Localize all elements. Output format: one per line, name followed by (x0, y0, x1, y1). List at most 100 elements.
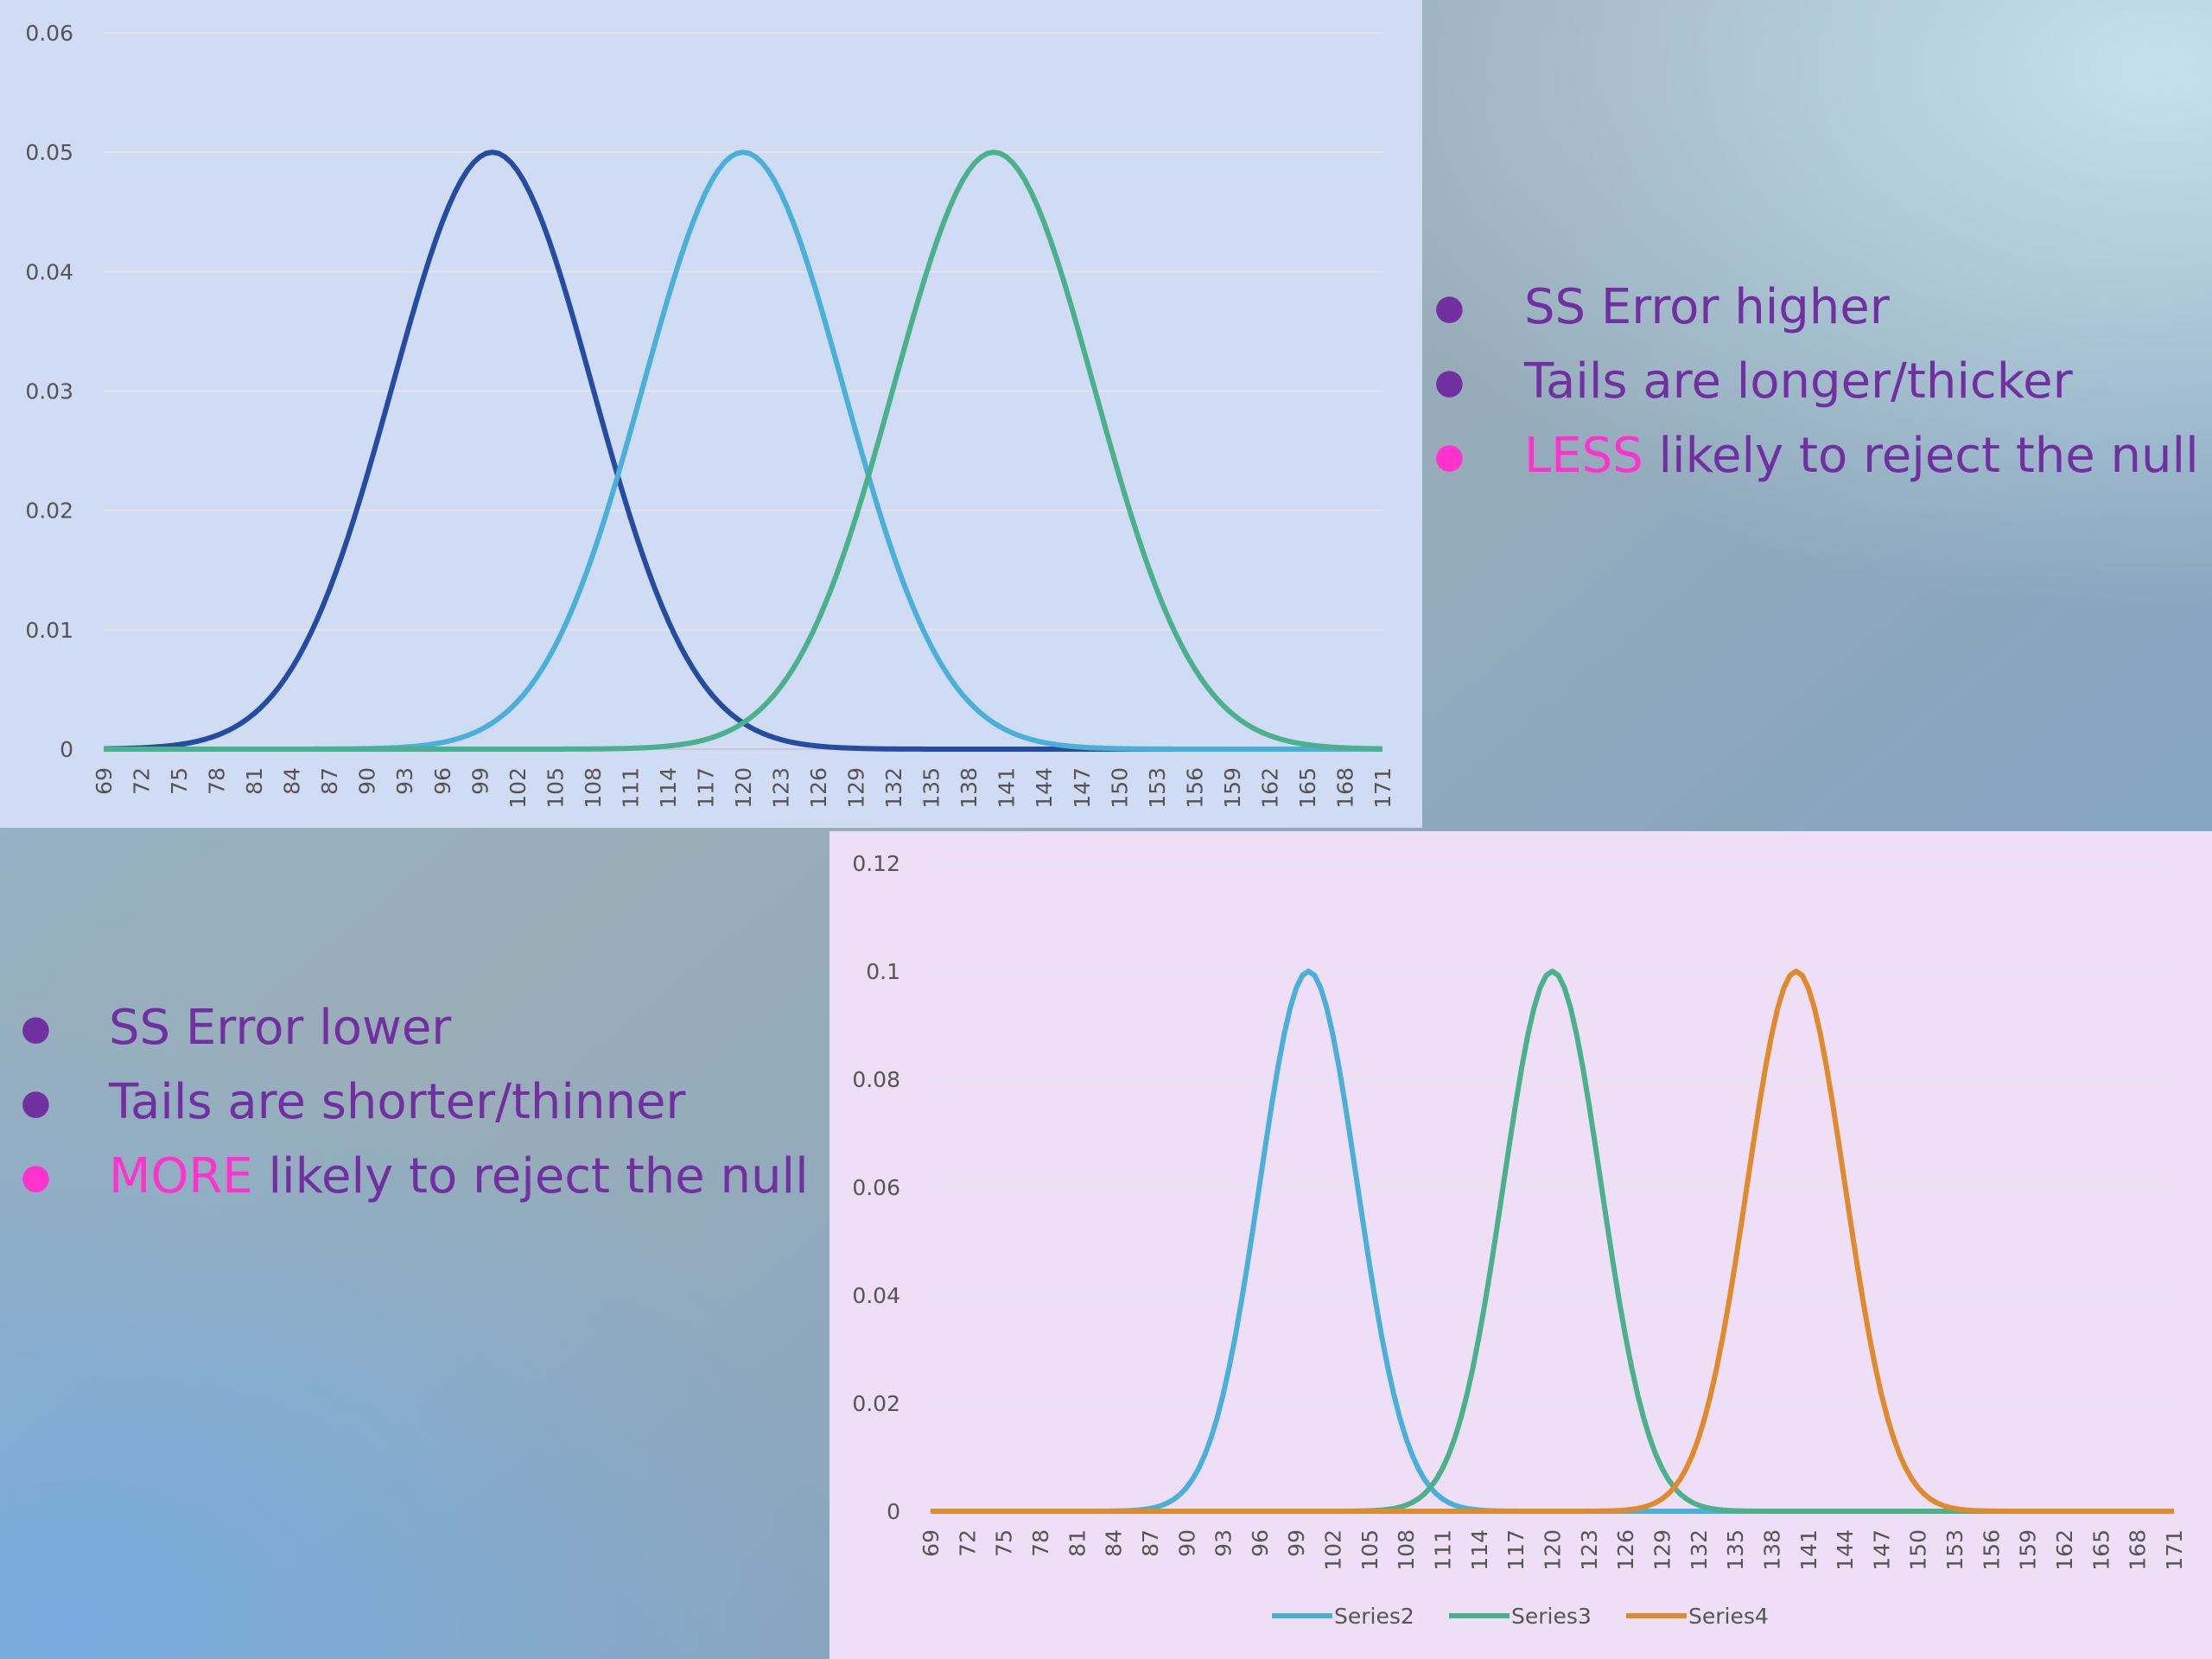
y-tick-label: 0.08 (852, 1067, 900, 1092)
x-tick-label: 150 (1107, 767, 1132, 809)
x-tick-label: 99 (1284, 1529, 1309, 1557)
x-tick-label: 93 (1211, 1529, 1236, 1557)
x-tick-label: 147 (1070, 767, 1095, 809)
y-tick-label: 0.03 (25, 379, 73, 404)
x-tick-label: 156 (1979, 1529, 2004, 1571)
bullet-dot: ● (21, 1083, 51, 1122)
y-tick-label: 0.05 (25, 140, 73, 165)
x-tick-label: 138 (1759, 1529, 1784, 1571)
x-tick-label: 75 (992, 1529, 1017, 1557)
x-tick-label: 162 (1257, 767, 1282, 809)
y-tick-label: 0 (60, 737, 73, 762)
y-tick-label: 0.02 (852, 1391, 900, 1416)
y-tick-label: 0.06 (852, 1175, 900, 1200)
x-tick-label: 138 (957, 767, 982, 809)
x-tick-label: 132 (881, 767, 906, 809)
x-tick-label: 126 (806, 767, 831, 809)
x-tick-label: 159 (1220, 767, 1245, 809)
x-tick-label: 111 (1431, 1529, 1456, 1571)
x-tick-label: 102 (1321, 1529, 1346, 1571)
x-tick-label: 129 (1649, 1529, 1675, 1571)
chart-top: 0 0.01 0.02 0.03 0.04 0.05 0.06 69 72 75 78 81 84 87 9… (25, 21, 1395, 809)
x-tick-label: 168 (2126, 1529, 2151, 1571)
series-line (931, 969, 2174, 1514)
bullet-text: likely to reject the null (252, 1148, 809, 1205)
x-tick-label: 78 (1028, 1529, 1053, 1557)
x-tick-label: 114 (656, 767, 681, 809)
x-tick-label: 105 (543, 767, 568, 809)
x-tick-label: 90 (355, 767, 380, 795)
bullet-dot: ● (21, 1157, 51, 1197)
x-tick-label: 96 (1248, 1529, 1273, 1557)
x-tick-label: 120 (731, 767, 756, 809)
x-tick-label: 144 (1032, 767, 1057, 809)
y-tick-label: 0.04 (25, 259, 73, 284)
x-tick-label: 81 (242, 767, 267, 795)
legend-label: Series2 (1334, 1604, 1414, 1629)
x-tick-label: 69 (92, 767, 117, 795)
x-tick-label: 114 (1467, 1529, 1492, 1571)
x-tick-label: 165 (1295, 767, 1320, 809)
x-tick-label: 141 (1796, 1529, 1821, 1571)
chart-top-panel: 0 0.01 0.02 0.03 0.04 0.05 0.06 69 72 75 78 81 84 87 9… (0, 0, 1422, 828)
x-tick-label: 72 (955, 1529, 980, 1557)
x-tick-label: 171 (1370, 767, 1395, 809)
x-tick-label: 78 (205, 767, 230, 795)
x-tick-label: 171 (2162, 1529, 2187, 1571)
bullet-text: SS Error higher (1524, 279, 1890, 335)
x-tick-label: 132 (1687, 1529, 1712, 1571)
series-line (931, 969, 2174, 1514)
x-tick-label: 87 (317, 767, 342, 795)
x-tick-label: 156 (1182, 767, 1207, 809)
bullet-highlight: LESS (1524, 428, 1643, 484)
x-tick-label: 102 (505, 767, 531, 809)
x-tick-label: 165 (2088, 1529, 2113, 1571)
bullet-dot: ● (21, 1008, 51, 1048)
x-tick-label: 129 (844, 767, 869, 809)
x-tick-label: 105 (1357, 1529, 1382, 1571)
x-tick-label: 135 (1723, 1529, 1748, 1571)
x-tick-label: 111 (618, 767, 643, 809)
bullet-highlight: MORE (109, 1148, 253, 1205)
series-line (931, 969, 2174, 1514)
x-tick-label: 108 (1394, 1529, 1419, 1571)
x-tick-label: 75 (167, 767, 192, 795)
x-tick-label: 99 (467, 767, 493, 795)
x-tick-label: 150 (1906, 1529, 1931, 1571)
x-tick-label: 96 (430, 767, 455, 795)
x-tick-label: 81 (1065, 1529, 1090, 1557)
x-tick-label: 69 (918, 1529, 944, 1557)
x-tick-label: 135 (919, 767, 944, 809)
x-tick-label: 144 (1833, 1529, 1858, 1571)
y-tick-label: 0 (887, 1499, 900, 1524)
y-tick-label: 0.12 (852, 851, 900, 876)
x-tick-label: 162 (2052, 1529, 2077, 1571)
x-tick-label: 123 (1577, 1529, 1602, 1571)
bullet-text: SS Error lower (109, 1000, 452, 1056)
bullet-text: likely to reject the null (1643, 428, 2199, 484)
x-tick-label: 72 (130, 767, 155, 795)
x-tick-label: 117 (1503, 1529, 1529, 1571)
y-tick-label: 0.01 (25, 618, 73, 643)
x-tick-label: 84 (1102, 1529, 1127, 1557)
x-tick-label: 126 (1613, 1529, 1638, 1571)
y-tick-label: 0.04 (852, 1283, 900, 1308)
bullet-text: Tails are shorter/thinner (109, 1074, 686, 1130)
series-line (104, 149, 1383, 752)
legend-label: Series4 (1688, 1604, 1769, 1629)
x-tick-label: 108 (581, 767, 606, 809)
x-tick-label: 147 (1869, 1529, 1894, 1571)
x-tick-label: 93 (392, 767, 417, 795)
x-tick-label: 117 (693, 767, 718, 809)
y-tick-label: 0.06 (25, 21, 73, 46)
chart-bottom-panel: 0 0.02 0.04 0.06 0.08 0.1 0.12 69 72 75 78 81 84 87 90… (830, 831, 2212, 1659)
x-tick-label: 168 (1332, 767, 1357, 809)
x-tick-label: 120 (1541, 1529, 1566, 1571)
x-tick-label: 153 (1145, 767, 1170, 809)
x-tick-label: 87 (1138, 1529, 1163, 1557)
bullet-dot: ● (1434, 436, 1465, 476)
x-tick-label: 159 (2016, 1529, 2041, 1571)
x-tick-label: 84 (280, 767, 305, 795)
bullet-dot: ● (1434, 362, 1465, 402)
y-tick-label: 0.1 (866, 959, 900, 984)
